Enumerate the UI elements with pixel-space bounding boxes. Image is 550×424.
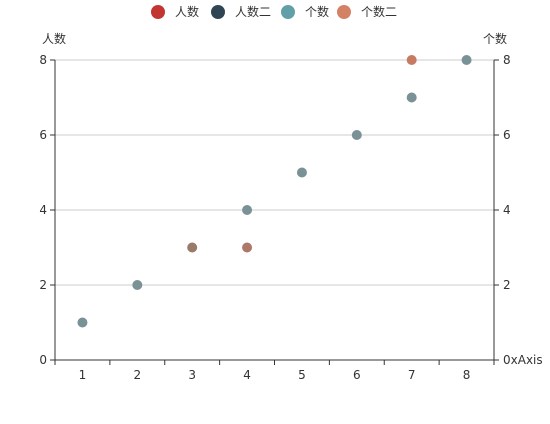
y-left-tick-label: 4 xyxy=(39,203,47,217)
legend-item-1[interactable]: 人数 xyxy=(151,4,199,19)
data-point-5 xyxy=(242,242,253,253)
legend-marker xyxy=(337,5,351,19)
legend-marker xyxy=(281,5,295,19)
y-right-tick-label: 6 xyxy=(503,128,511,142)
data-point-1 xyxy=(77,317,88,328)
data-point-9 xyxy=(406,55,417,65)
y-axis-right-title: 个数 xyxy=(483,31,507,46)
y-left-tick-label: 8 xyxy=(39,53,47,67)
data-point-7 xyxy=(351,130,362,140)
x-tick-label: 7 xyxy=(408,368,416,382)
chart-axes: 人数 个数 0 2 4 6 8 2 4 6 8 0xAxis 1 2 3 4 5 6 7 8 xyxy=(39,31,542,382)
legend-marker xyxy=(211,5,225,19)
legend-label: 个数 xyxy=(305,4,329,19)
data-point-8 xyxy=(406,92,417,103)
legend-label: 人数 xyxy=(175,4,199,19)
y-left-tick-label: 0 xyxy=(39,353,47,367)
y-right-tick-label: 8 xyxy=(503,53,511,67)
x-tick-label: 1 xyxy=(79,368,87,382)
y-axis-left-title: 人数 xyxy=(42,31,66,46)
y-right-tick-label: 4 xyxy=(503,203,511,217)
y-left-tick-label: 6 xyxy=(39,128,47,142)
legend-item-2[interactable]: 人数二 xyxy=(211,4,271,19)
x-tick-label: 6 xyxy=(353,368,361,382)
data-point-3 xyxy=(187,242,198,253)
x-tick-label: 3 xyxy=(188,368,196,382)
legend-item-3[interactable]: 个数 xyxy=(281,4,329,19)
data-point-4 xyxy=(242,205,253,215)
data-point-10 xyxy=(461,55,472,65)
y-right-tick-label: 0xAxis xyxy=(503,353,543,367)
y-left-tick-label: 2 xyxy=(39,278,47,292)
legend-label: 个数二 xyxy=(361,4,397,19)
grid-lines xyxy=(55,59,494,286)
x-tick-label: 8 xyxy=(463,368,471,382)
chart-legend[interactable]: 人数 人数二 个数 个数二 xyxy=(151,4,397,19)
data-point-6 xyxy=(296,167,307,178)
x-tick-label: 2 xyxy=(133,368,141,382)
legend-label: 人数二 xyxy=(235,4,271,19)
x-tick-label: 4 xyxy=(243,368,251,382)
x-tick-label: 5 xyxy=(298,368,306,382)
legend-marker xyxy=(151,5,165,19)
data-points xyxy=(77,55,472,328)
y-right-tick-label: 2 xyxy=(503,278,511,292)
legend-item-4[interactable]: 个数二 xyxy=(337,4,397,19)
data-point-2 xyxy=(132,280,143,290)
